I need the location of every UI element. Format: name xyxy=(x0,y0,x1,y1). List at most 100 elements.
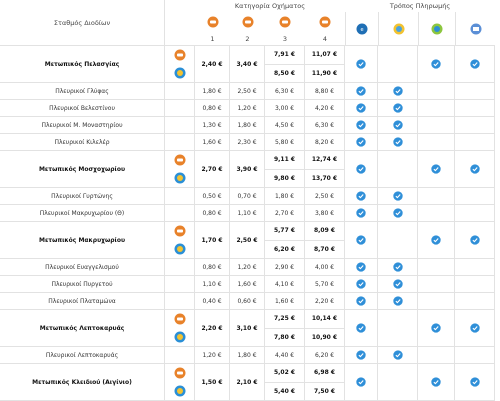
payment-cell xyxy=(345,293,378,310)
check-icon xyxy=(469,235,480,245)
category-number: 3 xyxy=(282,35,288,43)
price: 7,91 € xyxy=(265,46,305,65)
price: 1,80 € xyxy=(230,347,265,364)
station-icons xyxy=(165,117,195,134)
price: 3,00 € xyxy=(265,100,305,117)
payment-cell xyxy=(455,151,495,188)
payment-icon xyxy=(431,23,443,35)
price: 8,50 € xyxy=(265,64,305,83)
check-icon xyxy=(469,377,480,387)
side-station-name: Πλευρικοί Κιλελέρ xyxy=(0,134,165,151)
payment-cell xyxy=(418,205,455,222)
price: 2,20 € xyxy=(195,310,230,347)
check-icon xyxy=(356,137,366,147)
payment-cell xyxy=(455,310,495,347)
payment-cell xyxy=(418,134,455,151)
price: 0,40 € xyxy=(195,293,230,310)
station-icons xyxy=(165,188,195,205)
payment-cell xyxy=(345,259,378,276)
payment-cell xyxy=(455,46,495,83)
price: 4,40 € xyxy=(265,347,305,364)
category-header: Κατηγορία Οχήματος xyxy=(234,2,306,10)
side-station-name: Πλευρικοί Μ. Μοναστηρίου xyxy=(0,117,165,134)
payment-cell xyxy=(345,188,378,205)
price: 0,60 € xyxy=(230,293,265,310)
payment-cell xyxy=(455,205,495,222)
price: 11,90 € xyxy=(305,64,345,83)
check-icon xyxy=(392,86,403,96)
price: 0,80 € xyxy=(195,259,230,276)
check-icon xyxy=(356,103,366,113)
epass-icon xyxy=(174,49,185,61)
price: 2,70 € xyxy=(195,151,230,188)
price: 1,60 € xyxy=(265,293,305,310)
check-icon xyxy=(392,137,403,147)
payment-cell xyxy=(418,222,455,259)
price: 5,80 € xyxy=(265,134,305,151)
station-icons xyxy=(165,151,195,188)
check-icon xyxy=(356,120,366,130)
price: 2,30 € xyxy=(230,134,265,151)
station-icons xyxy=(165,134,195,151)
check-icon xyxy=(469,323,480,333)
check-icon xyxy=(392,279,403,289)
price: 1,60 € xyxy=(230,276,265,293)
category-number: 1 xyxy=(210,35,215,43)
payment-cell xyxy=(378,259,418,276)
check-icon xyxy=(356,279,366,289)
station-icons xyxy=(165,347,195,364)
payment-cell xyxy=(455,134,495,151)
price: 4,10 € xyxy=(265,276,305,293)
price: 6,30 € xyxy=(305,117,345,134)
payment-cell xyxy=(418,259,455,276)
price: 2,50 € xyxy=(230,222,265,259)
payment-cell xyxy=(455,364,495,401)
payment-cell xyxy=(418,347,455,364)
price: 6,20 € xyxy=(305,347,345,364)
check-icon xyxy=(356,59,366,69)
coin-icon xyxy=(174,385,185,397)
price: 9,80 € xyxy=(265,169,305,188)
svg-text:e: e xyxy=(360,27,363,33)
payment-cell xyxy=(378,134,418,151)
price: 4,20 € xyxy=(305,100,345,117)
payment-cell xyxy=(418,276,455,293)
payment-cell xyxy=(455,188,495,205)
price: 1,70 € xyxy=(195,222,230,259)
main-station-name: Μετωπικός Λεπτοκαρυάς xyxy=(0,310,165,347)
station-icons xyxy=(165,293,195,310)
price: 1,60 € xyxy=(195,134,230,151)
payment-cell xyxy=(418,188,455,205)
price: 4,50 € xyxy=(265,117,305,134)
check-icon xyxy=(356,262,366,272)
epass-icon xyxy=(174,154,185,166)
price: 6,20 € xyxy=(265,240,305,259)
payment-cell xyxy=(418,310,455,347)
payment-cell xyxy=(378,293,418,310)
price: 3,10 € xyxy=(230,310,265,347)
header-rule xyxy=(0,45,495,46)
station-icons xyxy=(165,83,195,100)
vehicle-icon xyxy=(207,16,218,28)
price: 3,90 € xyxy=(230,151,265,188)
check-icon xyxy=(356,235,366,245)
check-icon xyxy=(431,164,441,174)
check-icon xyxy=(392,191,403,201)
price: 7,25 € xyxy=(265,310,305,329)
price: 0,50 € xyxy=(195,188,230,205)
price: 2,40 € xyxy=(195,46,230,83)
payment-cell xyxy=(455,83,495,100)
main-station-name: Μετωπικός Κλειδιού (Αιγίνιο) xyxy=(0,364,165,401)
price: 8,09 € xyxy=(305,222,345,241)
check-icon xyxy=(431,377,441,387)
price: 11,07 € xyxy=(305,46,345,65)
category-number: 4 xyxy=(322,35,328,43)
check-icon xyxy=(392,120,403,130)
payment-cell xyxy=(455,276,495,293)
check-icon xyxy=(469,164,480,174)
payment-cell xyxy=(378,151,418,188)
payment-cell xyxy=(455,222,495,259)
payment-cell xyxy=(345,134,378,151)
price: 8,70 € xyxy=(305,240,345,259)
